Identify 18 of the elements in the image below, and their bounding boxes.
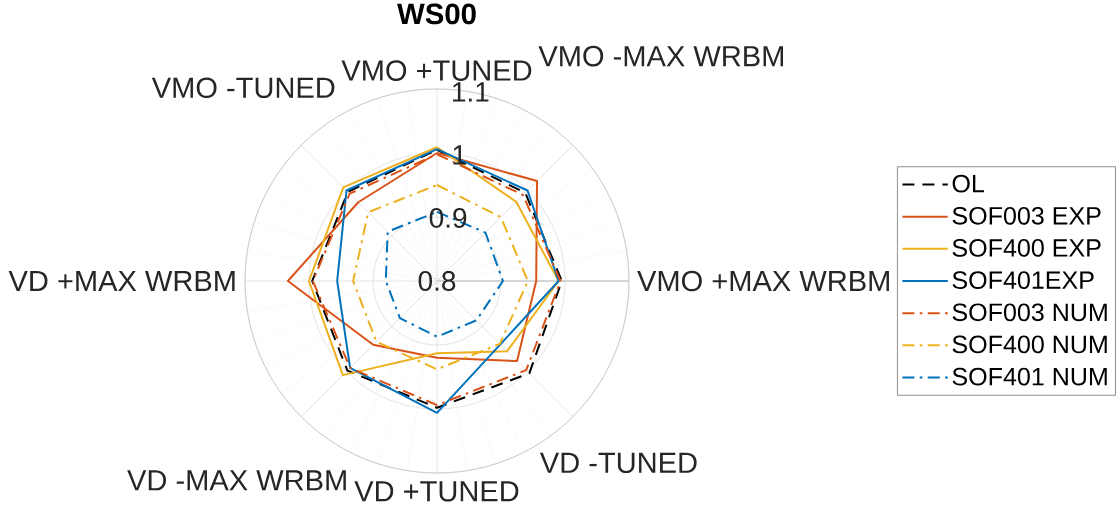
legend-label: SOF401 NUM bbox=[952, 367, 1107, 386]
spoke-label: VD +MAX WRBM bbox=[8, 271, 235, 291]
spoke-label: VD -MAX WRBM bbox=[127, 470, 346, 491]
spoke-label: VD -TUNED bbox=[539, 452, 697, 474]
legend-label: SOF003 EXP bbox=[952, 206, 1101, 225]
spoke-label: VD +TUNED bbox=[354, 481, 519, 502]
spoke-label: VMO -TUNED bbox=[151, 77, 335, 99]
chart-title: WS00 bbox=[397, 3, 476, 25]
legend-label: SOF400 EXP bbox=[952, 239, 1101, 257]
legend-label: SOF400 NUM bbox=[952, 335, 1107, 354]
legend-label: SOF401EXP bbox=[952, 271, 1094, 289]
legend-label: OL bbox=[952, 174, 985, 193]
legend-label: SOF003 NUM bbox=[952, 303, 1107, 322]
spoke-label: VMO +MAX WRBM bbox=[637, 270, 889, 292]
spoke-label: VMO -MAX WRBM bbox=[538, 45, 783, 67]
spoke-label: VMO +TUNED bbox=[341, 60, 532, 81]
y-tick-label: 0.8 bbox=[418, 271, 456, 291]
y-tick-label: 1.1 bbox=[453, 82, 489, 102]
